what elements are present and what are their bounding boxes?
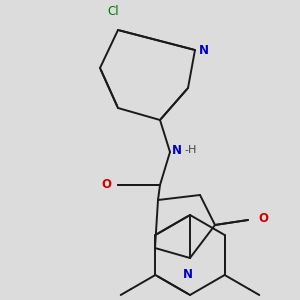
- Text: N: N: [199, 44, 209, 56]
- Text: O: O: [101, 178, 111, 191]
- Text: N: N: [183, 268, 193, 281]
- Text: Cl: Cl: [107, 5, 119, 18]
- Text: N: N: [172, 143, 182, 157]
- Text: O: O: [258, 212, 268, 224]
- Text: -H: -H: [184, 145, 197, 155]
